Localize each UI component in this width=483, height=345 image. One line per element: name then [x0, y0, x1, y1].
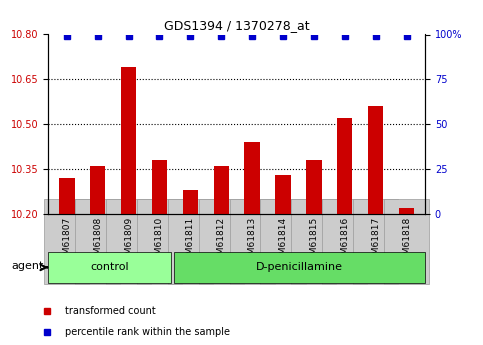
Bar	[59, 178, 74, 214]
Bar	[399, 208, 414, 214]
Text: D-penicillamine: D-penicillamine	[256, 263, 343, 272]
Bar	[213, 166, 229, 214]
Text: transformed count: transformed count	[65, 306, 156, 316]
Bar	[337, 118, 353, 214]
Bar	[90, 166, 105, 214]
Text: control: control	[91, 263, 129, 272]
FancyBboxPatch shape	[174, 252, 425, 283]
Bar	[244, 142, 260, 214]
Title: GDS1394 / 1370278_at: GDS1394 / 1370278_at	[164, 19, 310, 32]
Bar	[152, 160, 167, 214]
Bar	[368, 106, 384, 214]
Text: percentile rank within the sample: percentile rank within the sample	[65, 327, 230, 337]
Bar	[275, 175, 291, 214]
FancyBboxPatch shape	[48, 252, 171, 283]
Text: agent: agent	[11, 261, 43, 271]
Bar	[306, 160, 322, 214]
Bar	[121, 67, 136, 214]
Bar	[183, 190, 198, 214]
